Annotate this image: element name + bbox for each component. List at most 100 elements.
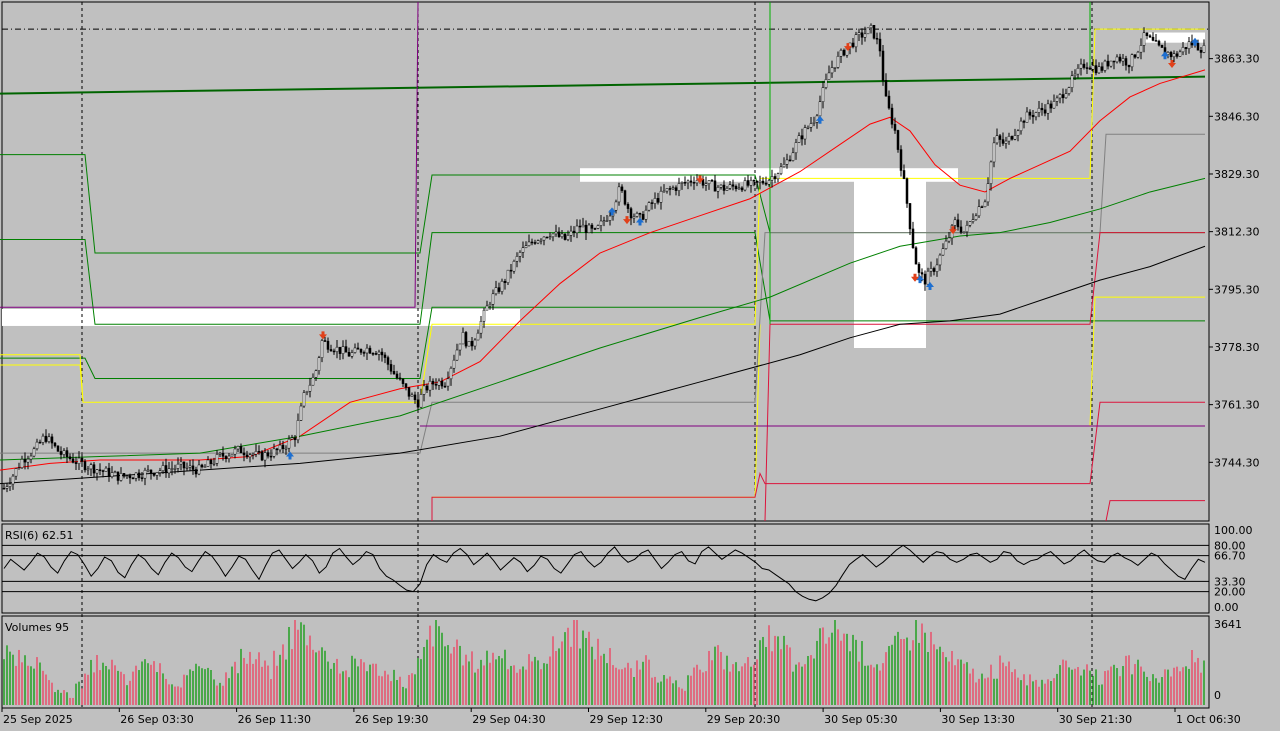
candle-body: [860, 32, 864, 38]
candle-body: [368, 347, 372, 354]
candle-body: [1001, 139, 1005, 144]
candle-body: [353, 347, 357, 353]
candle-body: [473, 339, 477, 347]
candle-body: [407, 387, 411, 397]
candle-body: [443, 385, 447, 388]
candle-body: [1067, 87, 1071, 94]
candle-body: [497, 287, 501, 292]
candle-body: [548, 236, 552, 239]
candle-body: [347, 352, 351, 357]
candle-body: [986, 183, 990, 203]
rsi-indicator: [2, 544, 1209, 602]
candle-body: [11, 475, 15, 485]
candle-body: [155, 472, 159, 476]
candle-body: [434, 383, 438, 386]
level-line: [0, 75, 1206, 95]
candle-body: [851, 42, 855, 48]
candle-body: [179, 461, 183, 465]
candle-body: [1094, 65, 1098, 74]
candle-body: [563, 233, 567, 240]
candle-body: [8, 483, 12, 487]
candle-body: [176, 463, 180, 469]
candle-body: [122, 473, 126, 477]
moving-average-line: [0, 69, 1206, 471]
candle-body: [839, 49, 843, 57]
candle-body: [245, 454, 249, 458]
candle-body: [137, 472, 141, 478]
candle-body: [488, 304, 492, 307]
candle-body: [713, 180, 717, 192]
sell-arrow-icon: [1168, 60, 1176, 69]
candle-body: [167, 468, 171, 474]
candle-body: [299, 405, 303, 421]
candle-body: [503, 280, 507, 283]
candle-body: [533, 242, 537, 244]
candle-body: [1145, 32, 1149, 36]
candle-body: [1157, 40, 1161, 46]
candle-body: [674, 187, 678, 191]
candle-body: [1139, 45, 1143, 53]
candle-body: [335, 346, 339, 352]
candle-body: [47, 436, 51, 442]
buy-arrow-icon: [926, 281, 934, 290]
candle-body: [1073, 73, 1077, 77]
candle-body: [350, 352, 354, 357]
volumes-title: Volumes 95: [5, 621, 69, 634]
candle-body: [842, 49, 846, 56]
candle-body: [221, 452, 225, 457]
candle-body: [1043, 109, 1047, 114]
candle-body: [575, 225, 579, 234]
candle-body: [14, 468, 18, 477]
candle-body: [734, 186, 738, 190]
candle-body: [854, 34, 858, 48]
candle-body: [593, 228, 597, 230]
candle-body: [1127, 64, 1131, 68]
candle-body: [275, 448, 279, 451]
candle-body: [509, 269, 513, 272]
candle-body: [968, 221, 972, 226]
candle-body: [209, 459, 213, 465]
candle-body: [1085, 67, 1089, 69]
price-tick-label: 3846.30: [1214, 110, 1260, 123]
candle-body: [185, 467, 189, 469]
candle-body: [218, 452, 222, 455]
rsi-tick-label: 0.00: [1214, 601, 1239, 614]
candle-body: [812, 122, 816, 124]
candle-body: [974, 215, 978, 220]
candle-body: [623, 190, 627, 205]
candle-body: [380, 351, 384, 356]
rsi-tick-label: 80.00: [1214, 539, 1246, 552]
candle-body: [878, 38, 882, 52]
time-axis: 25 Sep 2025 26 Sep 03:30 26 Sep 11:30 26 Se…: [1, 708, 1241, 726]
candle-body: [143, 469, 147, 479]
candle-body: [1166, 52, 1170, 55]
candle-body: [290, 437, 294, 440]
buy-arrow-icon: [1191, 37, 1199, 46]
candle-body: [782, 164, 786, 168]
candle-body: [770, 176, 774, 181]
candle-body: [266, 452, 270, 457]
candle-body: [206, 459, 210, 467]
sell-arrow-icon: [949, 226, 957, 235]
zone-rect: [854, 178, 926, 348]
candle-body: [131, 477, 135, 480]
time-tick-label: 26 Sep 11:30: [238, 713, 311, 726]
candle-body: [887, 95, 891, 109]
candle-body: [1040, 107, 1044, 111]
candle-body: [935, 264, 939, 272]
candle-body: [173, 468, 177, 470]
candle-body: [458, 343, 462, 351]
price-tick-label: 3863.30: [1214, 53, 1260, 66]
candle-body: [29, 455, 33, 460]
candle-body: [440, 380, 444, 387]
candle-body: [200, 464, 204, 468]
candle-body: [761, 180, 765, 184]
candle-body: [401, 378, 405, 384]
candle-body: [410, 394, 414, 397]
candle-body: [311, 377, 315, 386]
candle-body: [1028, 111, 1032, 116]
candle-body: [536, 240, 540, 244]
time-tick-label: 29 Sep 12:30: [590, 713, 663, 726]
candle-body: [512, 260, 516, 272]
